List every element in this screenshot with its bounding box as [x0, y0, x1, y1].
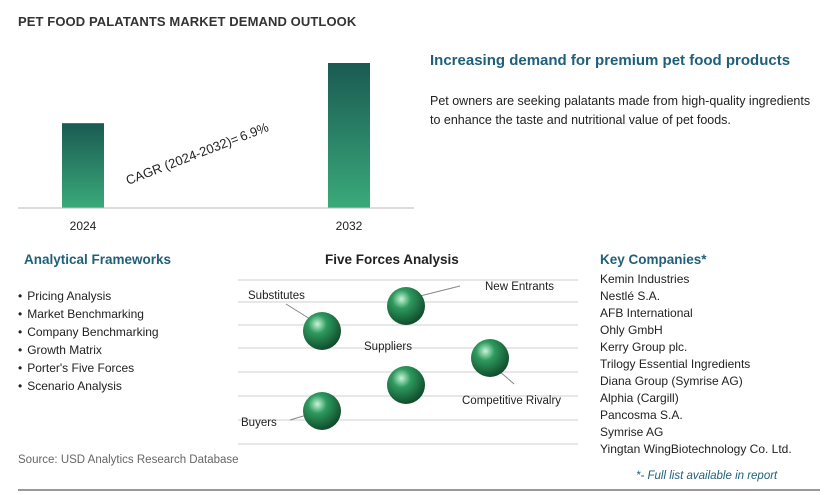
framework-item: Market Benchmarking — [18, 305, 159, 323]
frameworks-list: Pricing Analysis Market Benchmarking Com… — [18, 287, 159, 395]
force-sphere-buyers — [303, 392, 341, 430]
company-item: Kemin Industries — [600, 272, 690, 286]
force-label-buyers: Buyers — [241, 417, 277, 429]
force-label-substitutes: Substitutes — [248, 290, 305, 302]
force-sphere-suppliers — [471, 339, 509, 377]
force-label-competitive-rivalry: Competitive Rivalry — [462, 395, 561, 407]
company-item: Alphia (Cargill) — [600, 391, 679, 405]
company-item: Symrise AG — [600, 425, 664, 439]
five-forces-title: Five Forces Analysis — [325, 252, 459, 267]
key-companies-title: Key Companies* — [600, 252, 707, 267]
force-sphere-substitutes — [303, 312, 341, 350]
bottom-divider — [18, 489, 820, 491]
cagr-value: 6.9% — [238, 119, 271, 144]
cagr-label: CAGR (2024-2032)= — [124, 131, 241, 188]
frameworks-title: Analytical Frameworks — [24, 252, 172, 267]
framework-item: Growth Matrix — [18, 341, 159, 359]
insight-headline: Increasing demand for premium pet food p… — [430, 52, 791, 69]
force-sphere-new-entrants — [387, 287, 425, 325]
key-companies-panel: Kemin Industries Nestlé S.A. AFB Interna… — [600, 271, 820, 465]
framework-item: Porter's Five Forces — [18, 359, 159, 377]
market-outlook-chart: 2024 2032 CAGR (2024-2032)= 6.9% — [18, 63, 414, 233]
company-item: Pancosma S.A. — [600, 408, 683, 422]
framework-item: Company Benchmarking — [18, 323, 158, 341]
company-item: Ohly GmbH — [600, 323, 663, 337]
framework-item: Pricing Analysis — [18, 287, 159, 305]
force-sphere-competitive-rivalry — [387, 366, 425, 404]
page-title: PET FOOD PALATANTS MARKET DEMAND OUTLOOK — [18, 14, 357, 29]
force-label-suppliers: Suppliers — [364, 341, 412, 353]
company-item: Diana Group (Symrise AG) — [600, 374, 743, 388]
source-note: Source: USD Analytics Research Database — [18, 454, 239, 466]
x-tick-label: 2024 — [70, 219, 97, 233]
company-item: Yingtan WingBiotechnology Co. Ltd. — [600, 442, 792, 456]
five-forces-diagram: Substitutes New Entrants Suppliers Compe… — [238, 279, 578, 445]
full-list-note: *- Full list available in report — [636, 470, 778, 482]
company-item: Nestlé S.A. — [600, 289, 661, 303]
insight-description: Pet owners are seeking palatants made fr… — [430, 94, 811, 127]
framework-item: Scenario Analysis — [18, 377, 159, 395]
bar-2024 — [62, 123, 104, 208]
bar-2032 — [328, 63, 370, 208]
key-companies-list: Kemin Industries Nestlé S.A. AFB Interna… — [600, 271, 820, 458]
company-item: AFB International — [600, 306, 693, 320]
company-item: Kerry Group plc. — [600, 340, 688, 354]
company-item: Trilogy Essential Ingredients — [600, 357, 751, 371]
force-label-new-entrants: New Entrants — [485, 281, 554, 293]
x-tick-label: 2032 — [336, 219, 363, 233]
